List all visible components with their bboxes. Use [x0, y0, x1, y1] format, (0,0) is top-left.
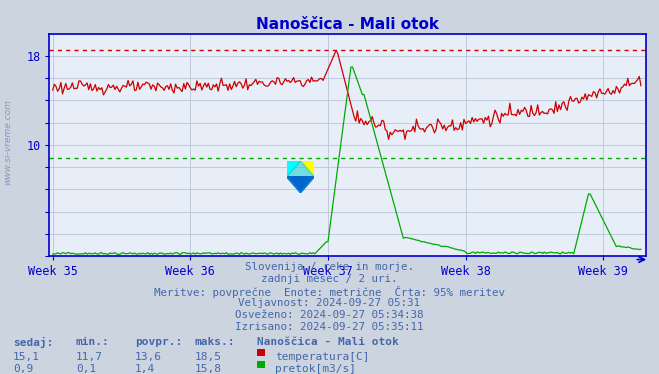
Text: 1,4: 1,4: [135, 364, 156, 374]
Text: 15,1: 15,1: [13, 352, 40, 362]
Text: 11,7: 11,7: [76, 352, 103, 362]
Polygon shape: [301, 161, 314, 177]
Text: pretok[m3/s]: pretok[m3/s]: [275, 364, 357, 374]
Text: Izrisano: 2024-09-27 05:35:11: Izrisano: 2024-09-27 05:35:11: [235, 322, 424, 332]
Text: Osveženo: 2024-09-27 05:34:38: Osveženo: 2024-09-27 05:34:38: [235, 310, 424, 320]
Text: Meritve: povprečne  Enote: metrične  Črta: 95% meritev: Meritve: povprečne Enote: metrične Črta:…: [154, 286, 505, 298]
Text: maks.:: maks.:: [194, 337, 235, 347]
Text: zadnji mesec / 2 uri.: zadnji mesec / 2 uri.: [261, 274, 398, 284]
Text: Veljavnost: 2024-09-27 05:31: Veljavnost: 2024-09-27 05:31: [239, 298, 420, 308]
Text: min.:: min.:: [76, 337, 109, 347]
Text: Nanoščica - Mali otok: Nanoščica - Mali otok: [257, 337, 399, 347]
Text: 18,5: 18,5: [194, 352, 221, 362]
Polygon shape: [287, 161, 314, 193]
Text: temperatura[C]: temperatura[C]: [275, 352, 370, 362]
Text: povpr.:: povpr.:: [135, 337, 183, 347]
Text: 0,1: 0,1: [76, 364, 96, 374]
Text: sedaj:: sedaj:: [13, 337, 53, 348]
Title: Nanoščica - Mali otok: Nanoščica - Mali otok: [256, 18, 439, 33]
Text: 13,6: 13,6: [135, 352, 162, 362]
Text: www.si-vreme.com: www.si-vreme.com: [3, 99, 13, 185]
Text: 0,9: 0,9: [13, 364, 34, 374]
Polygon shape: [287, 177, 314, 193]
Text: Slovenija / reke in morje.: Slovenija / reke in morje.: [245, 262, 414, 272]
Polygon shape: [287, 161, 301, 177]
Text: 15,8: 15,8: [194, 364, 221, 374]
